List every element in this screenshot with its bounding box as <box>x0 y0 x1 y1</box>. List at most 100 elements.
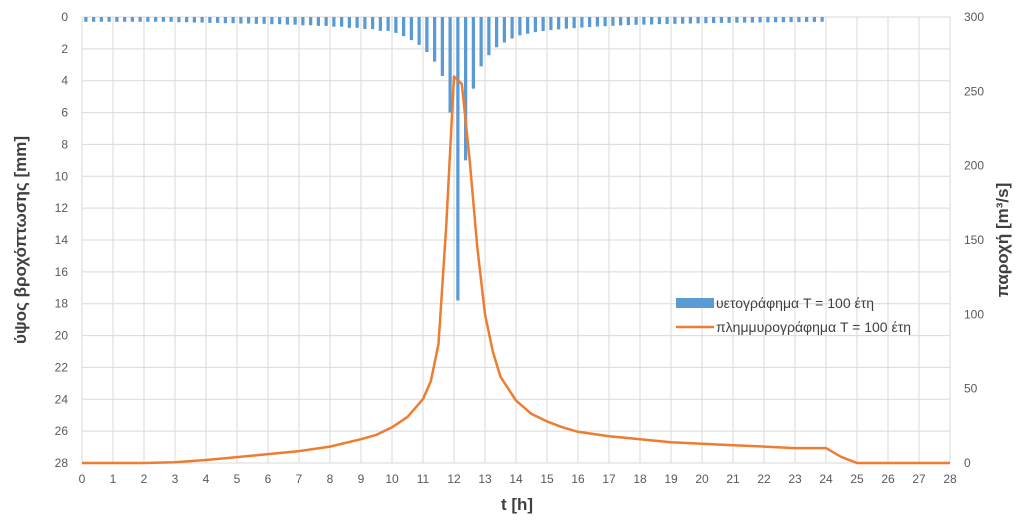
y-left-tick-label: 10 <box>55 169 69 183</box>
rainfall-bar <box>239 17 243 24</box>
rainfall-bar <box>750 17 755 23</box>
rainfall-bar <box>719 17 724 23</box>
rainfall-bar <box>711 17 716 24</box>
rainfall-bar <box>99 17 104 22</box>
y-left-tick-label: 22 <box>55 360 69 374</box>
rainfall-bar <box>735 17 739 23</box>
rainfall-bar <box>409 17 414 41</box>
gridlines <box>81 16 951 464</box>
rainfall-bar <box>394 17 398 33</box>
y-left-tick-label: 24 <box>55 392 69 406</box>
rainfall-bar <box>680 17 685 24</box>
y-left-tick-label: 14 <box>55 233 69 247</box>
rainfall-bar <box>425 17 429 53</box>
x-tick-label: 7 <box>296 472 303 486</box>
x-tick-label: 25 <box>850 472 864 486</box>
rainfall-bar <box>649 17 654 25</box>
rainfall-bar <box>107 17 111 22</box>
rainfall-bar <box>766 17 770 23</box>
rainfall-bar <box>587 17 592 28</box>
rainfall-bar <box>91 17 96 22</box>
y-left-axis-title: ύψος βροχόπτωσης [mm] <box>11 136 30 344</box>
rainfall-bar <box>820 17 824 22</box>
rainfall-bar <box>138 17 142 22</box>
rainfall-bar <box>246 17 251 24</box>
rainfall-bar <box>533 17 538 33</box>
rainfall-bar <box>378 17 383 31</box>
rainfall-bar <box>634 17 638 25</box>
rainfall-bar <box>642 17 646 25</box>
rainfall-bar <box>456 17 460 301</box>
rainfall-bar <box>177 17 181 23</box>
rainfall-bar <box>401 17 406 37</box>
rainfall-bar <box>370 17 375 30</box>
rainfall-bar <box>262 17 266 24</box>
y-right-tick-label: 50 <box>964 382 978 396</box>
rainfall-bar <box>463 17 468 161</box>
y-left-tick-label: 2 <box>61 42 68 56</box>
x-tick-label: 10 <box>385 472 399 486</box>
legend: υετογράφημα T = 100 έτη πλημμυρογράφημα … <box>676 295 911 335</box>
rainfall-bar <box>115 17 119 22</box>
rainfall-bar <box>471 17 476 89</box>
rainfall-bar <box>293 17 297 25</box>
rainfall-bar <box>355 17 359 28</box>
y-right-tick-label: 100 <box>964 307 984 321</box>
rainfall-bar <box>541 17 545 32</box>
x-tick-label: 17 <box>602 472 616 486</box>
rainfall-bar <box>564 17 569 29</box>
rainfall-bar <box>580 17 584 28</box>
rainfall-bar <box>332 17 336 27</box>
x-tick-label: 23 <box>788 472 802 486</box>
x-tick-label: 20 <box>695 472 709 486</box>
rainfall-bar <box>618 17 623 26</box>
rainfall-bar <box>200 17 204 23</box>
y-left-tick-label: 20 <box>55 329 69 343</box>
legend-label-hydrograph: πλημμυρογράφημα T = 100 έτη <box>716 319 911 335</box>
rainfall-bar <box>169 17 173 22</box>
y-left-tick-label: 26 <box>55 424 69 438</box>
x-tick-label: 16 <box>571 472 585 486</box>
rainfall-bar <box>510 17 514 39</box>
hydrograph-series-line <box>82 75 950 465</box>
rainfall-bar <box>595 17 600 27</box>
rainfall-bar <box>215 17 220 23</box>
rainfall-bar <box>130 17 135 22</box>
rainfall-bar <box>494 17 499 48</box>
rainfall-bar <box>572 17 576 29</box>
rainfall-bar <box>781 17 786 23</box>
rainfall-bar <box>440 17 445 76</box>
x-tick-label: 27 <box>912 472 926 486</box>
y-left-tick-label: 16 <box>55 265 69 279</box>
rainfall-bar <box>285 17 290 25</box>
rainfall-bar <box>626 17 631 26</box>
x-tick-label: 26 <box>881 472 895 486</box>
rainfall-bar <box>270 17 274 25</box>
y-right-tick-label: 300 <box>964 10 984 24</box>
rainfall-bar <box>688 17 693 24</box>
rainfall-bar <box>184 17 189 23</box>
rainfall-bar <box>518 17 522 36</box>
rainfall-bar <box>301 17 305 26</box>
x-tick-label: 9 <box>358 472 365 486</box>
rainfall-bar <box>673 17 677 24</box>
rainfall-bar <box>812 17 817 22</box>
rainfall-bar <box>773 17 778 23</box>
rainfall-bar <box>386 17 390 31</box>
x-tick-label: 12 <box>447 472 461 486</box>
rainfall-bar <box>192 17 197 23</box>
rainfall-bar <box>804 17 809 22</box>
y-left-tick-label: 18 <box>55 297 69 311</box>
rainfall-bar <box>727 17 731 23</box>
legend-label-rainfall: υετογράφημα T = 100 έτη <box>716 295 874 311</box>
x-tick-label: 0 <box>79 472 86 486</box>
rainfall-bar <box>417 17 421 45</box>
y-right-tick-label: 250 <box>964 84 984 98</box>
rainfall-bar <box>797 17 801 23</box>
rainfall-bar <box>789 17 793 23</box>
rainfall-bar <box>324 17 328 26</box>
x-tick-label: 22 <box>757 472 771 486</box>
rainfall-bars <box>84 17 824 301</box>
y-right-tick-label: 0 <box>964 456 971 470</box>
